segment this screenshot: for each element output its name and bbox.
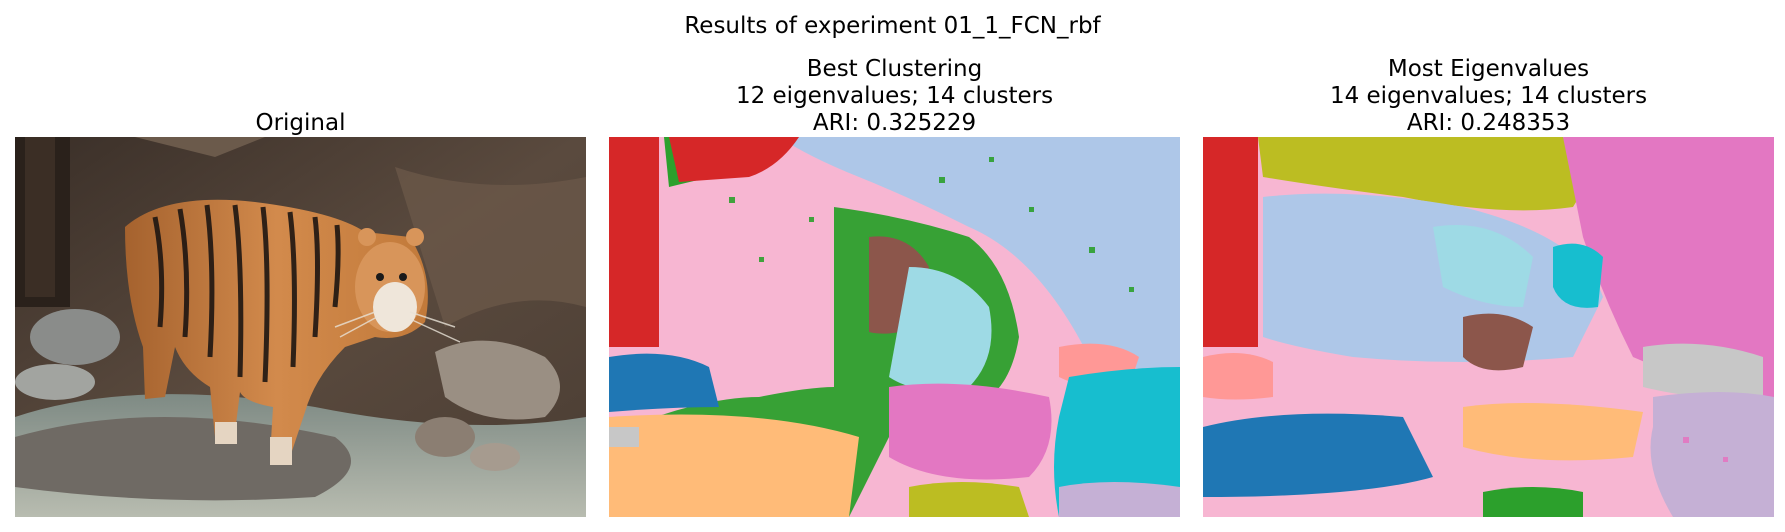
tiger-photo bbox=[15, 137, 586, 517]
panel-title-text: Best Clustering bbox=[806, 56, 983, 82]
panel-title: Most Eigenvalues 14 eigenvalues; 14 clus… bbox=[1203, 56, 1774, 137]
segmentation-map-best bbox=[609, 137, 1180, 517]
panel-best-clustering: Best Clustering 12 eigenvalues; 14 clust… bbox=[609, 0, 1180, 532]
segmentation-map-most bbox=[1203, 137, 1774, 517]
panel-title-text: Most Eigenvalues bbox=[1387, 56, 1590, 82]
panel-subtitle-text: 12 eigenvalues; 14 clusters bbox=[735, 83, 1054, 109]
panel-title-text: Original bbox=[255, 110, 346, 136]
figure-title: Results of experiment 01_1_FCN_rbf bbox=[684, 13, 1101, 39]
panel-original: Original bbox=[15, 0, 586, 532]
panel-most-eigenvalues: Most Eigenvalues 14 eigenvalues; 14 clus… bbox=[1203, 0, 1774, 532]
panel-title: Best Clustering 12 eigenvalues; 14 clust… bbox=[609, 56, 1180, 137]
panel-metric-text: ARI: 0.325229 bbox=[812, 110, 977, 136]
panel-metric-text: ARI: 0.248353 bbox=[1406, 110, 1571, 136]
panel-subtitle-text: 14 eigenvalues; 14 clusters bbox=[1329, 83, 1648, 109]
panel-title: Original bbox=[15, 110, 586, 137]
